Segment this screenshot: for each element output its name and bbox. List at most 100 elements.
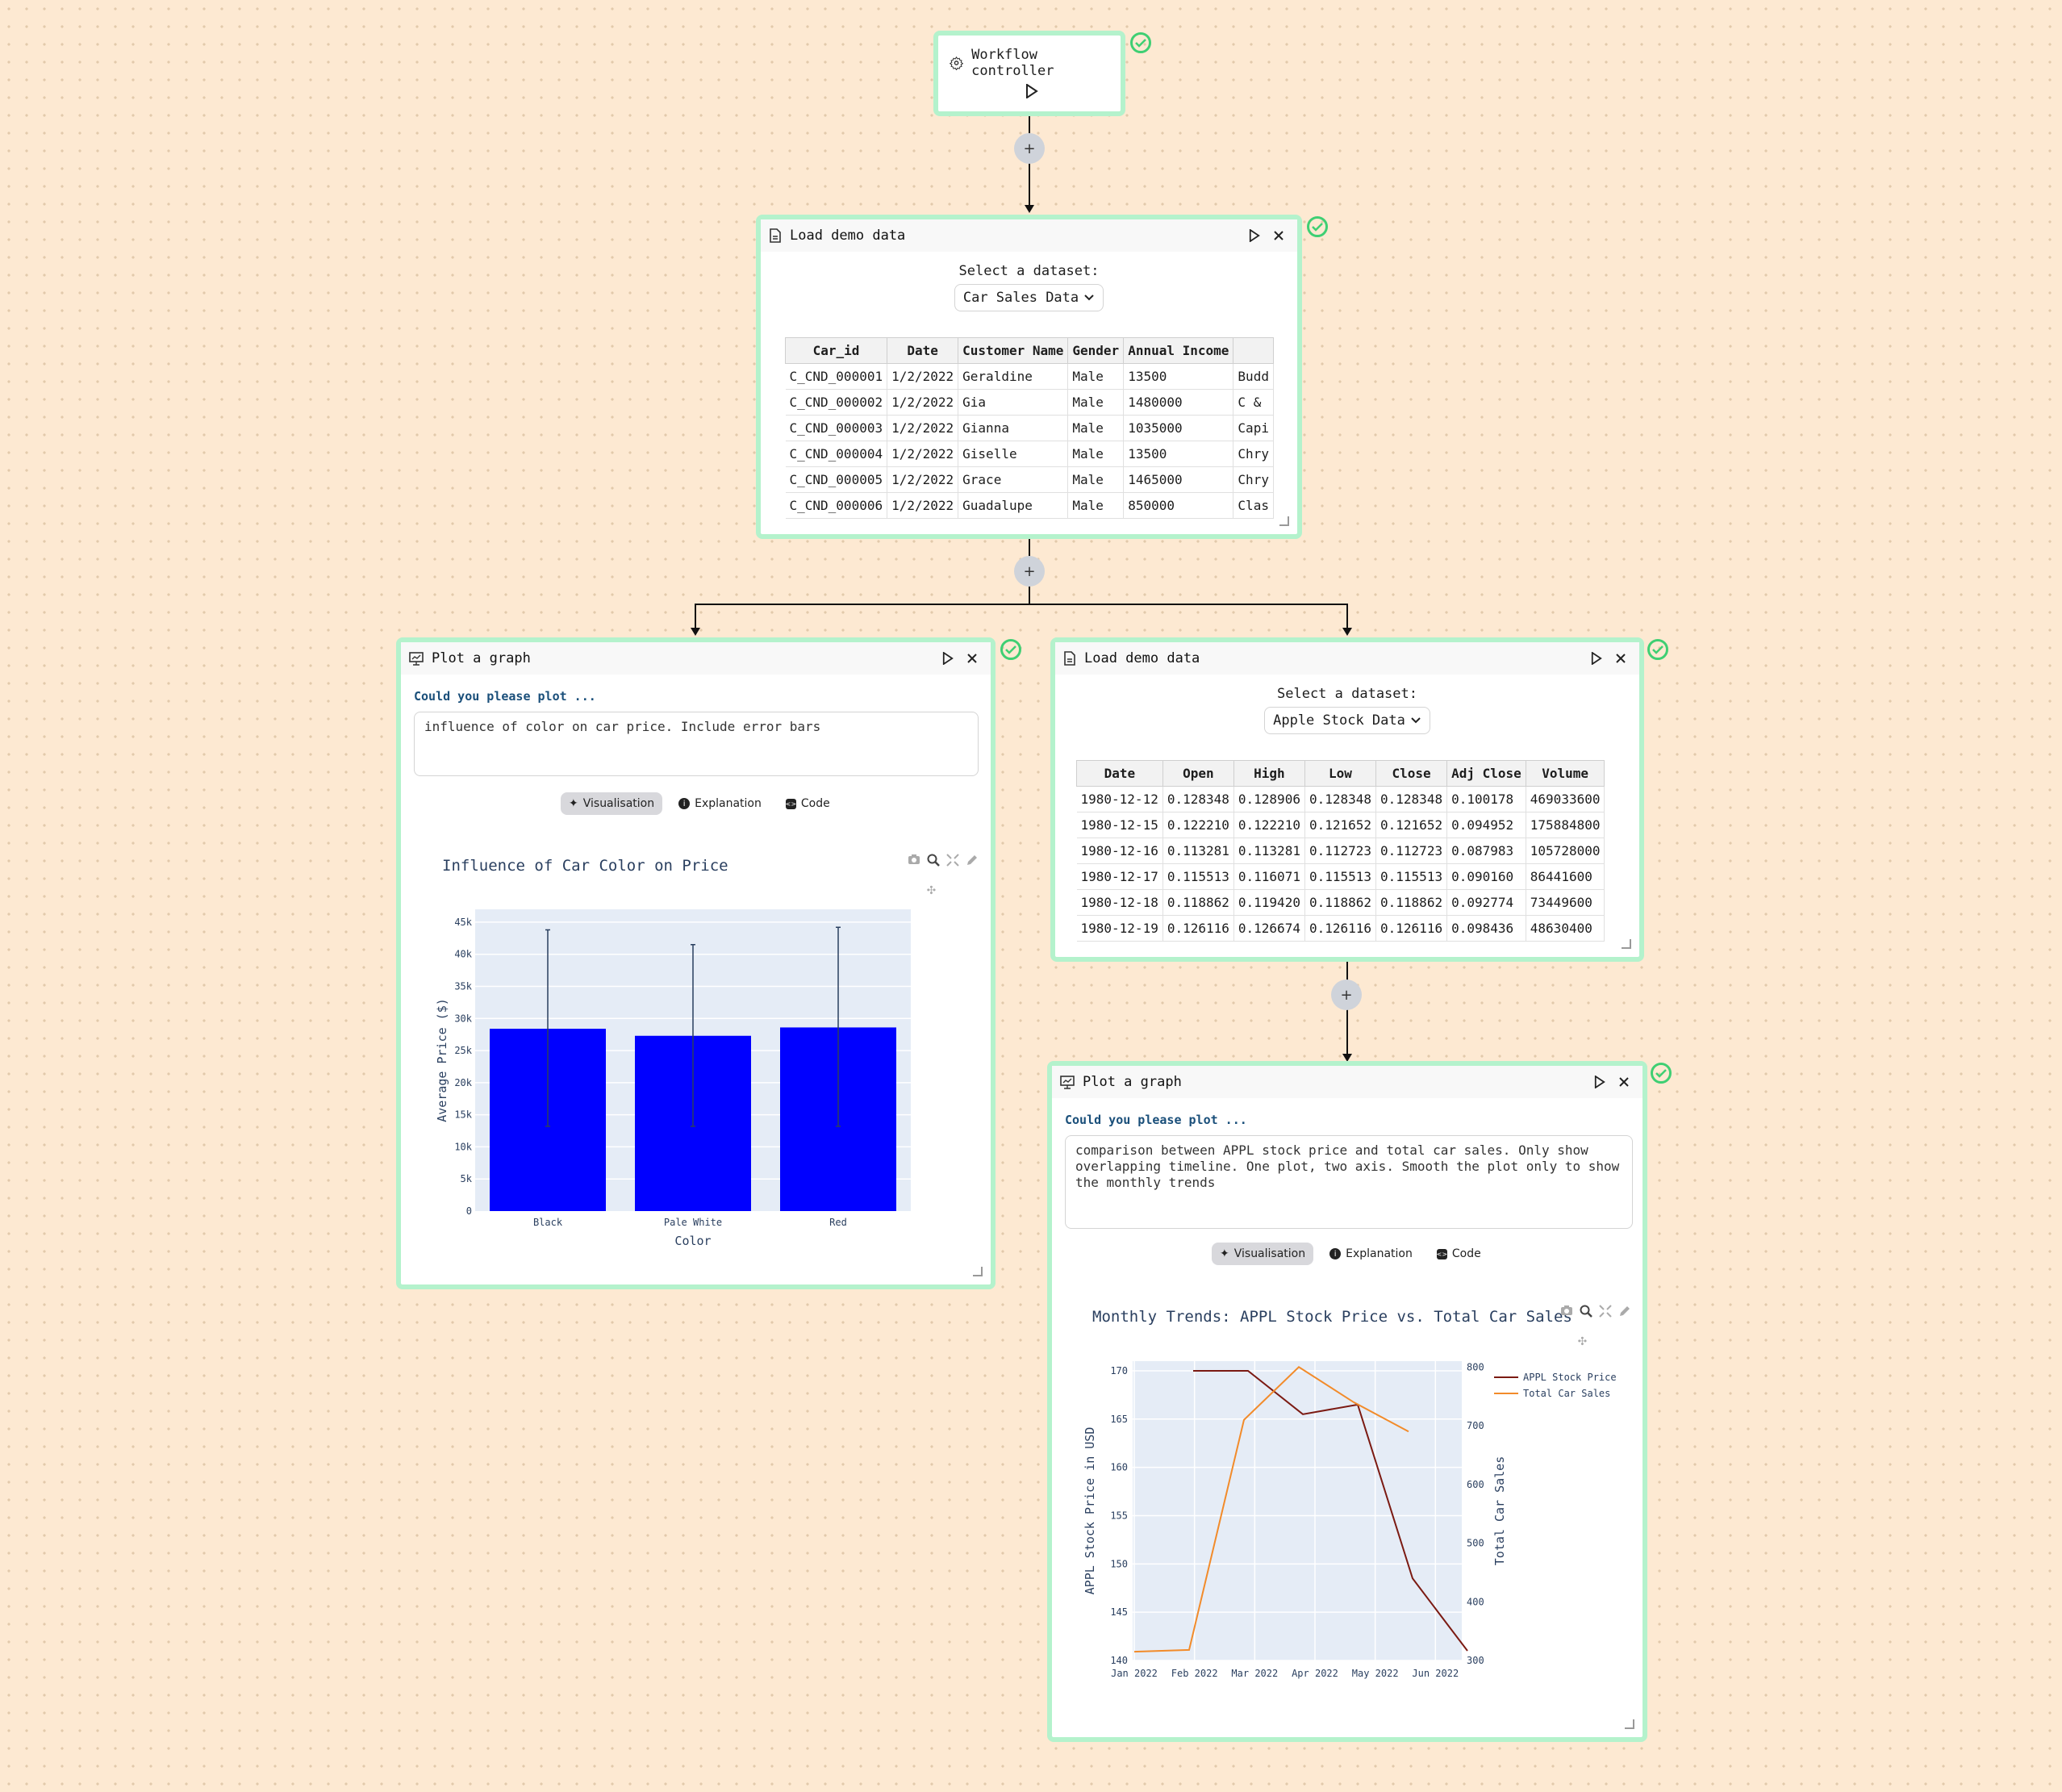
table-cell: 0.087983 (1446, 838, 1526, 864)
autoscale-icon[interactable] (946, 854, 959, 867)
table-cell: 1465000 (1123, 466, 1234, 493)
close-node-button[interactable] (962, 648, 983, 669)
table-cell: Male (1067, 466, 1125, 493)
x-tick-label: Mar 2022 (1231, 1668, 1278, 1679)
plot-modebar (1560, 1305, 1631, 1318)
table-cell: 1/2/2022 (887, 492, 959, 519)
column-header[interactable]: Date (1076, 760, 1163, 787)
plot-graph-node-1[interactable]: Plot a graph Could you please plot ... i… (396, 637, 996, 1289)
table-cell: 175884800 (1526, 812, 1605, 838)
column-header[interactable]: Car_id (785, 337, 888, 364)
column-header[interactable]: High (1233, 760, 1305, 787)
add-node-button-3[interactable]: + (1331, 980, 1362, 1010)
zoom-icon[interactable] (927, 854, 940, 867)
tab-code[interactable]: <> Code (778, 792, 838, 815)
pencil-icon[interactable] (966, 854, 979, 867)
camera-icon[interactable] (1560, 1305, 1573, 1316)
table-cell: 0.128348 (1375, 786, 1448, 812)
plot1-status-check-icon (1000, 639, 1021, 660)
tab-explanation[interactable]: i Explanation (1321, 1243, 1421, 1265)
y-right-axis-title: Total Car Sales (1492, 1456, 1507, 1565)
dataset-select[interactable]: Car Sales Data (954, 284, 1104, 311)
table-cell: Clas (1233, 492, 1274, 519)
column-header[interactable]: Date (887, 337, 959, 364)
chart-title: Influence of Car Color on Price (442, 857, 728, 875)
table-cell: Grace (958, 466, 1069, 493)
table-cell: 0.113281 (1162, 838, 1234, 864)
run-workflow-button[interactable] (1025, 83, 1038, 102)
table-cell: C_CND_000003 (785, 415, 888, 441)
column-header[interactable]: Open (1162, 760, 1234, 787)
column-header[interactable]: Customer Name (958, 337, 1069, 364)
autoscale-icon[interactable] (1599, 1305, 1612, 1318)
edge-split-horizontal (695, 604, 1347, 605)
tab-visualisation[interactable]: ✦ Visualisation (561, 792, 663, 815)
column-header[interactable]: Adj Close (1446, 760, 1526, 787)
table-cell: 0.094952 (1446, 812, 1526, 838)
table-cell: 13500 (1123, 441, 1234, 467)
table-cell: 0.126116 (1375, 915, 1448, 942)
table-cell: 105728000 (1526, 838, 1605, 864)
resize-handle[interactable] (1625, 1719, 1634, 1729)
play-icon (942, 652, 954, 665)
run-node-button[interactable] (1244, 225, 1265, 246)
chart-icon (409, 652, 424, 666)
pencil-icon[interactable] (1618, 1305, 1631, 1318)
tab-visualisation[interactable]: ✦ Visualisation (1212, 1243, 1314, 1265)
table-cell: 0.115513 (1375, 863, 1448, 890)
table-cell: 0.118862 (1162, 889, 1234, 916)
table-cell: 0.128906 (1233, 786, 1305, 812)
y-right-tick-label: 400 (1467, 1596, 1484, 1607)
table-row: 1980-12-15 0.122210 0.122210 0.121652 0.1216… (1076, 812, 1605, 838)
table-cell: C_CND_000006 (785, 492, 888, 519)
column-header[interactable]: Volume (1525, 760, 1605, 787)
load1-status-check-icon (1307, 216, 1328, 237)
column-header[interactable]: Close (1375, 760, 1448, 787)
column-header[interactable] (1233, 337, 1274, 364)
y-tick-label: 35k (454, 980, 472, 992)
close-node-button[interactable] (1268, 225, 1289, 246)
table-row: C_CND_000006 1/2/2022 Guadalupe Male 850000 C… (785, 492, 1274, 519)
run-node-button[interactable] (1589, 1071, 1610, 1092)
prompt-input[interactable]: comparison between APPL stock price and … (1065, 1135, 1633, 1229)
run-node-button[interactable] (1586, 648, 1607, 669)
dataset-select[interactable]: Apple Stock Data (1264, 707, 1430, 734)
resize-handle[interactable] (1622, 939, 1631, 949)
pan-icon[interactable]: ✣ (927, 881, 936, 898)
column-header[interactable]: Annual Income (1123, 337, 1234, 364)
workflow-controller-node[interactable]: Workflow controller (933, 31, 1125, 116)
resize-handle[interactable] (973, 1267, 983, 1276)
load-demo-data-node-1[interactable]: Load demo data Select a dataset: Car Sal… (756, 215, 1302, 539)
add-node-button-2[interactable]: + (1014, 556, 1045, 587)
add-node-button-1[interactable]: + (1014, 133, 1045, 164)
load-demo-data-node-2[interactable]: Load demo data Select a dataset: Apple S… (1050, 637, 1644, 962)
table-cell: Male (1067, 389, 1125, 416)
play-icon (1249, 229, 1260, 242)
data-table-container[interactable]: Date Open High Low Close Adj Close Volume 1980-… (1076, 760, 1625, 946)
chevron-down-icon (1084, 294, 1094, 301)
run-node-button[interactable] (937, 648, 958, 669)
info-icon: i (678, 798, 691, 809)
column-header[interactable]: Gender (1067, 337, 1125, 364)
table-cell: 0.112723 (1304, 838, 1377, 864)
zoom-icon[interactable] (1580, 1305, 1592, 1318)
load2-status-check-icon (1647, 639, 1668, 660)
prompt-input[interactable]: influence of color on car price. Include… (414, 712, 979, 776)
bar-chart: 0 5k 10k 15k 20k 25k 30k 35k 40k 45k Black Pale Whi… (435, 909, 911, 1248)
pan-icon[interactable]: ✣ (1578, 1332, 1587, 1349)
close-node-button[interactable] (1613, 1071, 1634, 1092)
tab-explanation[interactable]: i Explanation (670, 792, 770, 815)
tab-code[interactable]: <> Code (1429, 1243, 1489, 1265)
resize-handle[interactable] (1279, 516, 1289, 526)
x-tick-label: Apr 2022 (1292, 1668, 1338, 1679)
table-cell: 1/2/2022 (887, 466, 959, 493)
data-table-container[interactable]: Car_id Date Customer Name Gender Annual Inco… (785, 337, 1284, 523)
plot-graph-node-2[interactable]: Plot a graph Could you please plot ... c… (1047, 1061, 1647, 1742)
camera-icon[interactable] (908, 854, 920, 865)
play-icon (1026, 83, 1038, 99)
close-node-button[interactable] (1610, 648, 1631, 669)
file-icon (770, 228, 781, 243)
edge-arrow (691, 628, 700, 636)
close-icon (1616, 654, 1626, 663)
column-header[interactable]: Low (1304, 760, 1377, 787)
